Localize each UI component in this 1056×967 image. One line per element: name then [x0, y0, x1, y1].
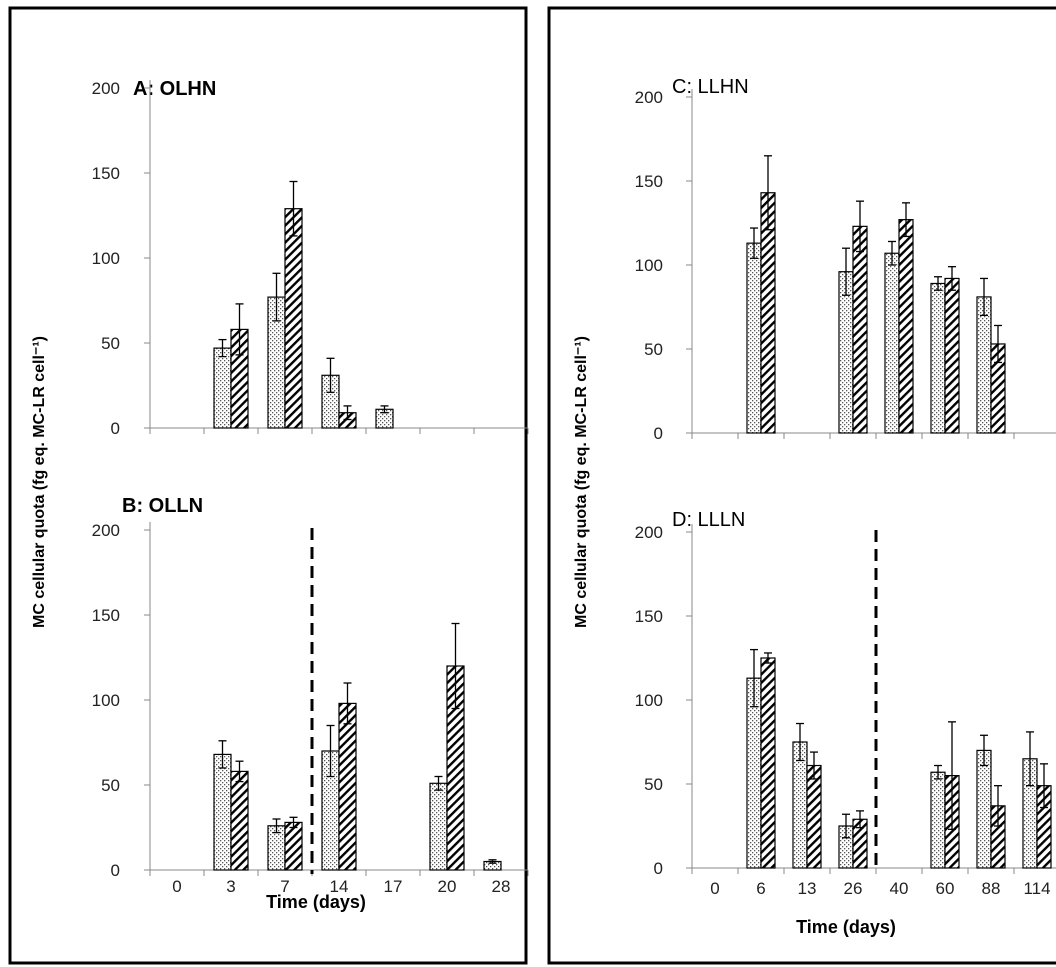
- panel-c-y-tick-label: 200: [635, 88, 663, 107]
- panel-a-y-tick-label: 200: [92, 79, 120, 98]
- panel-d-x-tick-label: 40: [890, 879, 909, 898]
- y-axis-label-left: MC cellular quota (fg eq. MC-LR cell⁻¹): [31, 336, 48, 628]
- panel-c-y-tick-label: 0: [654, 424, 663, 443]
- panel-b-y-tick-label: 100: [92, 691, 120, 710]
- panel-b-y-tick-label: 150: [92, 606, 120, 625]
- panel-d-bar-hatched: [760, 657, 776, 869]
- right-panel-frame: [547, 6, 1056, 965]
- panel-d-bar-dotted: [930, 771, 946, 869]
- panel-d-y-tick-label: 100: [635, 691, 663, 710]
- panel-c-y-tick-label: 50: [644, 340, 663, 359]
- panel-b-bar-hatched: [230, 770, 249, 871]
- panel-c-bar-dotted: [746, 242, 762, 434]
- panel-c-bar-dotted: [976, 296, 992, 434]
- panel-c-llhn: C: LLHN 0 50 100 150 200: [635, 76, 1056, 443]
- panel-a-bar-hatched: [284, 208, 303, 429]
- x-axis-label-left: Time (days): [266, 892, 366, 912]
- panel-d-bar-dotted: [976, 749, 992, 869]
- panel-b-bar-hatched: [284, 821, 303, 871]
- left-panel-frame: [8, 6, 528, 965]
- panel-d-x-tick-label: 88: [982, 879, 1001, 898]
- panel-a-bar-dotted: [213, 347, 232, 429]
- panel-a-olhn: A: OLHN 0 50 100 150 200: [92, 78, 529, 438]
- panel-c-bar-hatched: [852, 225, 868, 434]
- panel-d-bar-hatched: [806, 764, 822, 869]
- panel-c-title: C: LLHN: [672, 76, 749, 98]
- panel-c-bar-hatched: [944, 277, 960, 434]
- panel-a-title: A: OLHN: [133, 78, 216, 100]
- panel-d-x-tick-label: 60: [936, 879, 955, 898]
- panel-d-llln: D: LLLN 0 50 100 150 200 0 6 13 26 40 60 88 114: [635, 509, 1056, 898]
- panel-d-y-tick-label: 50: [644, 775, 663, 794]
- panel-b-bar-dotted: [429, 782, 448, 871]
- panel-b-olln: B: OLLN 0 50 100 150 200 0 3 7 14 17 20 28: [92, 495, 529, 896]
- panel-b-x-tick-label: 17: [384, 877, 403, 896]
- x-axis-label-right: Time (days): [796, 917, 896, 937]
- panel-d-y-tick-label: 0: [654, 859, 663, 878]
- panel-d-x-tick-label: 26: [844, 879, 863, 898]
- panel-a-y-tick-label: 50: [101, 334, 120, 353]
- panel-b-y-tick-label: 200: [92, 521, 120, 540]
- panel-b-x-tick-label: 7: [280, 877, 289, 896]
- panel-c-y-tick-label: 100: [635, 256, 663, 275]
- panel-d-y-tick-label: 200: [635, 523, 663, 542]
- panel-c-bar-hatched: [898, 219, 914, 434]
- panel-d-y-tick-label: 150: [635, 607, 663, 626]
- panel-a-y-tick-label: 0: [111, 419, 120, 438]
- panel-d-x-tick-label: 13: [798, 879, 817, 898]
- panel-b-y-tick-label: 50: [101, 776, 120, 795]
- panel-d-title: D: LLLN: [672, 509, 745, 531]
- panel-a-y-tick-label: 150: [92, 164, 120, 183]
- panel-c-y-tick-label: 150: [635, 172, 663, 191]
- panel-b-title: B: OLLN: [122, 495, 203, 517]
- panel-b-x-tick-label: 0: [172, 877, 181, 896]
- panel-b-x-tick-label: 28: [492, 877, 511, 896]
- panel-b-bar-hatched: [338, 702, 357, 871]
- panel-c-bar-dotted: [838, 271, 854, 434]
- panel-d-x-tick-label: 6: [756, 879, 765, 898]
- panel-b-y-tick-label: 0: [111, 861, 120, 880]
- panel-b-x-tick-label: 3: [226, 877, 235, 896]
- panel-d-x-tick-label: 114: [1023, 879, 1050, 898]
- panel-c-bar-dotted: [930, 282, 946, 434]
- panel-b-bar-dotted: [213, 753, 232, 871]
- panel-c-bar-dotted: [884, 252, 900, 434]
- panel-b-x-tick-label: 20: [438, 877, 457, 896]
- panel-d-x-tick-label: 0: [710, 879, 719, 898]
- panel-b-x-tick-label: 14: [330, 877, 349, 896]
- panel-a-y-tick-label: 100: [92, 249, 120, 268]
- y-axis-label-right: MC cellular quota (fg eq. MC-LR cell⁻¹): [573, 336, 590, 628]
